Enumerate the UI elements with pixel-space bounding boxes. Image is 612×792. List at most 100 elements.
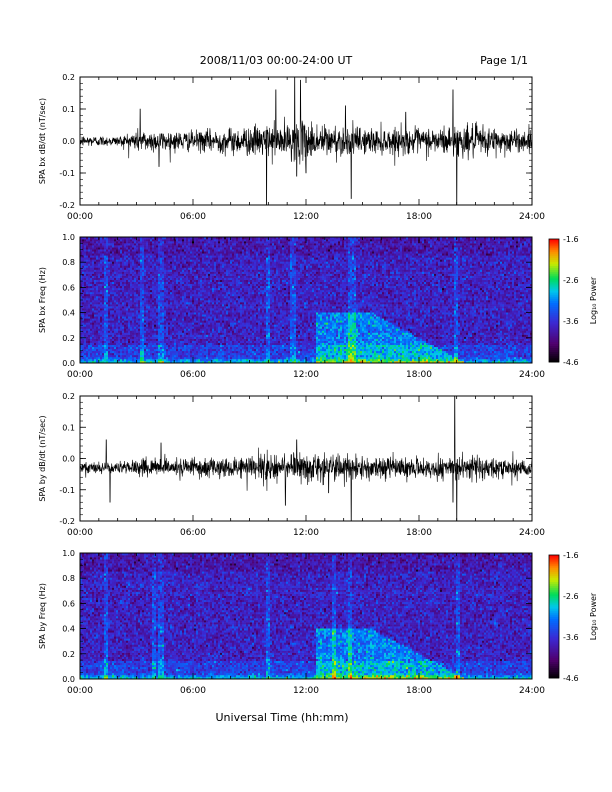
spectrogram-cell [120,270,122,272]
spectrogram-cell [86,239,88,241]
spectrogram-cell [94,255,96,257]
spectrogram-cell [126,300,128,302]
spectrogram-cell [126,288,128,290]
spectrogram-cell [98,294,100,296]
spectrogram-cell [114,294,116,296]
spectrogram-cell [114,280,116,282]
spectrogram-cell [92,359,94,361]
spectrogram-cell [98,343,100,345]
spectrogram-cell [110,339,112,341]
spectrogram-cell [100,278,102,280]
spectrogram-cell [124,347,126,349]
spectrogram-cell [102,328,104,330]
spectrogram-cell [120,343,122,345]
spectrogram-cell [116,280,118,282]
spectrogram-cell [108,351,110,353]
spectrogram-cell [84,300,86,302]
spectrogram-cell [96,339,98,341]
spectrogram-cell [102,316,104,318]
spectrogram-cell [82,270,84,272]
spectrogram-cell [102,302,104,304]
spectrogram-cell [110,255,112,257]
spectrogram-cell [114,247,116,249]
spectrogram-cell [112,316,114,318]
spectrogram-cell [86,326,88,328]
spectrogram-cell [106,276,108,278]
spectrogram-cell [118,249,120,251]
spectrogram-cell [102,286,104,288]
x-tick-label: 18:00 [406,212,432,222]
spectrogram-cell [82,359,84,361]
spectrogram-cell [114,326,116,328]
spectrogram-cell [106,320,108,322]
spectrogram-cell [90,272,92,274]
spectrogram-cell [116,341,118,343]
spectrogram-cell [128,328,130,330]
spectrogram-cell [118,304,120,306]
spectrogram-cell [94,337,96,339]
spectrogram-cell [100,333,102,335]
spectrogram-cell [98,270,100,272]
spectrogram-cell [116,310,118,312]
spectrogram-cell [88,241,90,243]
spectrogram-cell [90,294,92,296]
y-tick-label: -0.1 [59,169,75,178]
spectrogram-cell [84,355,86,357]
spectrogram-cell [94,351,96,353]
spectrogram-cell [86,284,88,286]
spectrogram-cell [98,290,100,292]
spectrogram-cell [112,353,114,355]
spectrogram-cell [110,304,112,306]
spectrogram-cell [90,263,92,265]
spectrogram-cell [94,249,96,251]
spectrogram-cell [106,312,108,314]
spectrogram-cell [114,251,116,253]
spectrogram-cell [114,330,116,332]
spectrogram-cell [110,306,112,308]
spectrogram-cell [116,261,118,263]
spectrogram-cell [102,353,104,355]
spectrogram-cell [90,284,92,286]
spectrogram-cell [94,339,96,341]
spectrogram-cell [126,339,128,341]
spectrogram-cell [120,278,122,280]
spectrogram-cell [116,253,118,255]
spectrogram-cell [104,239,106,241]
spectrogram-cell [92,239,94,241]
spectrogram-cell [90,318,92,320]
spectrogram-cell [122,272,124,274]
spectrogram-cell [88,316,90,318]
spectrogram-cell [94,294,96,296]
spectrogram-cell [102,257,104,259]
spectrogram-cell [122,296,124,298]
spectrogram-cell [118,259,120,261]
spectrogram-cell [86,257,88,259]
spectrogram-cell [112,341,114,343]
spectrogram-cell [106,245,108,247]
spectrogram-cell [126,304,128,306]
spectrogram-cell [102,282,104,284]
spectrogram-cell [112,359,114,361]
spectrogram-cell [120,333,122,335]
spectrogram-cell [108,302,110,304]
spectrogram-cell [130,341,132,343]
spectrogram-cell [108,333,110,335]
spectrogram-cell [128,276,130,278]
spectrogram-cell [116,247,118,249]
spectrogram-cell [90,282,92,284]
spectrogram-cell [118,253,120,255]
spectrogram-cell [84,298,86,300]
spectrogram-cell [88,280,90,282]
spectrogram-cell [106,253,108,255]
spectrogram-cell [110,355,112,357]
spectrogram-cell [110,267,112,269]
spectrogram-cell [84,302,86,304]
spectrogram-cell [92,259,94,261]
spectrogram-cell [108,326,110,328]
x-tick-label: 06:00 [180,212,206,222]
spectrogram-cell [86,298,88,300]
spectrogram-cell [84,272,86,274]
spectrogram-cell [124,300,126,302]
spectrogram-cell [126,326,128,328]
spectrogram-cell [82,284,84,286]
